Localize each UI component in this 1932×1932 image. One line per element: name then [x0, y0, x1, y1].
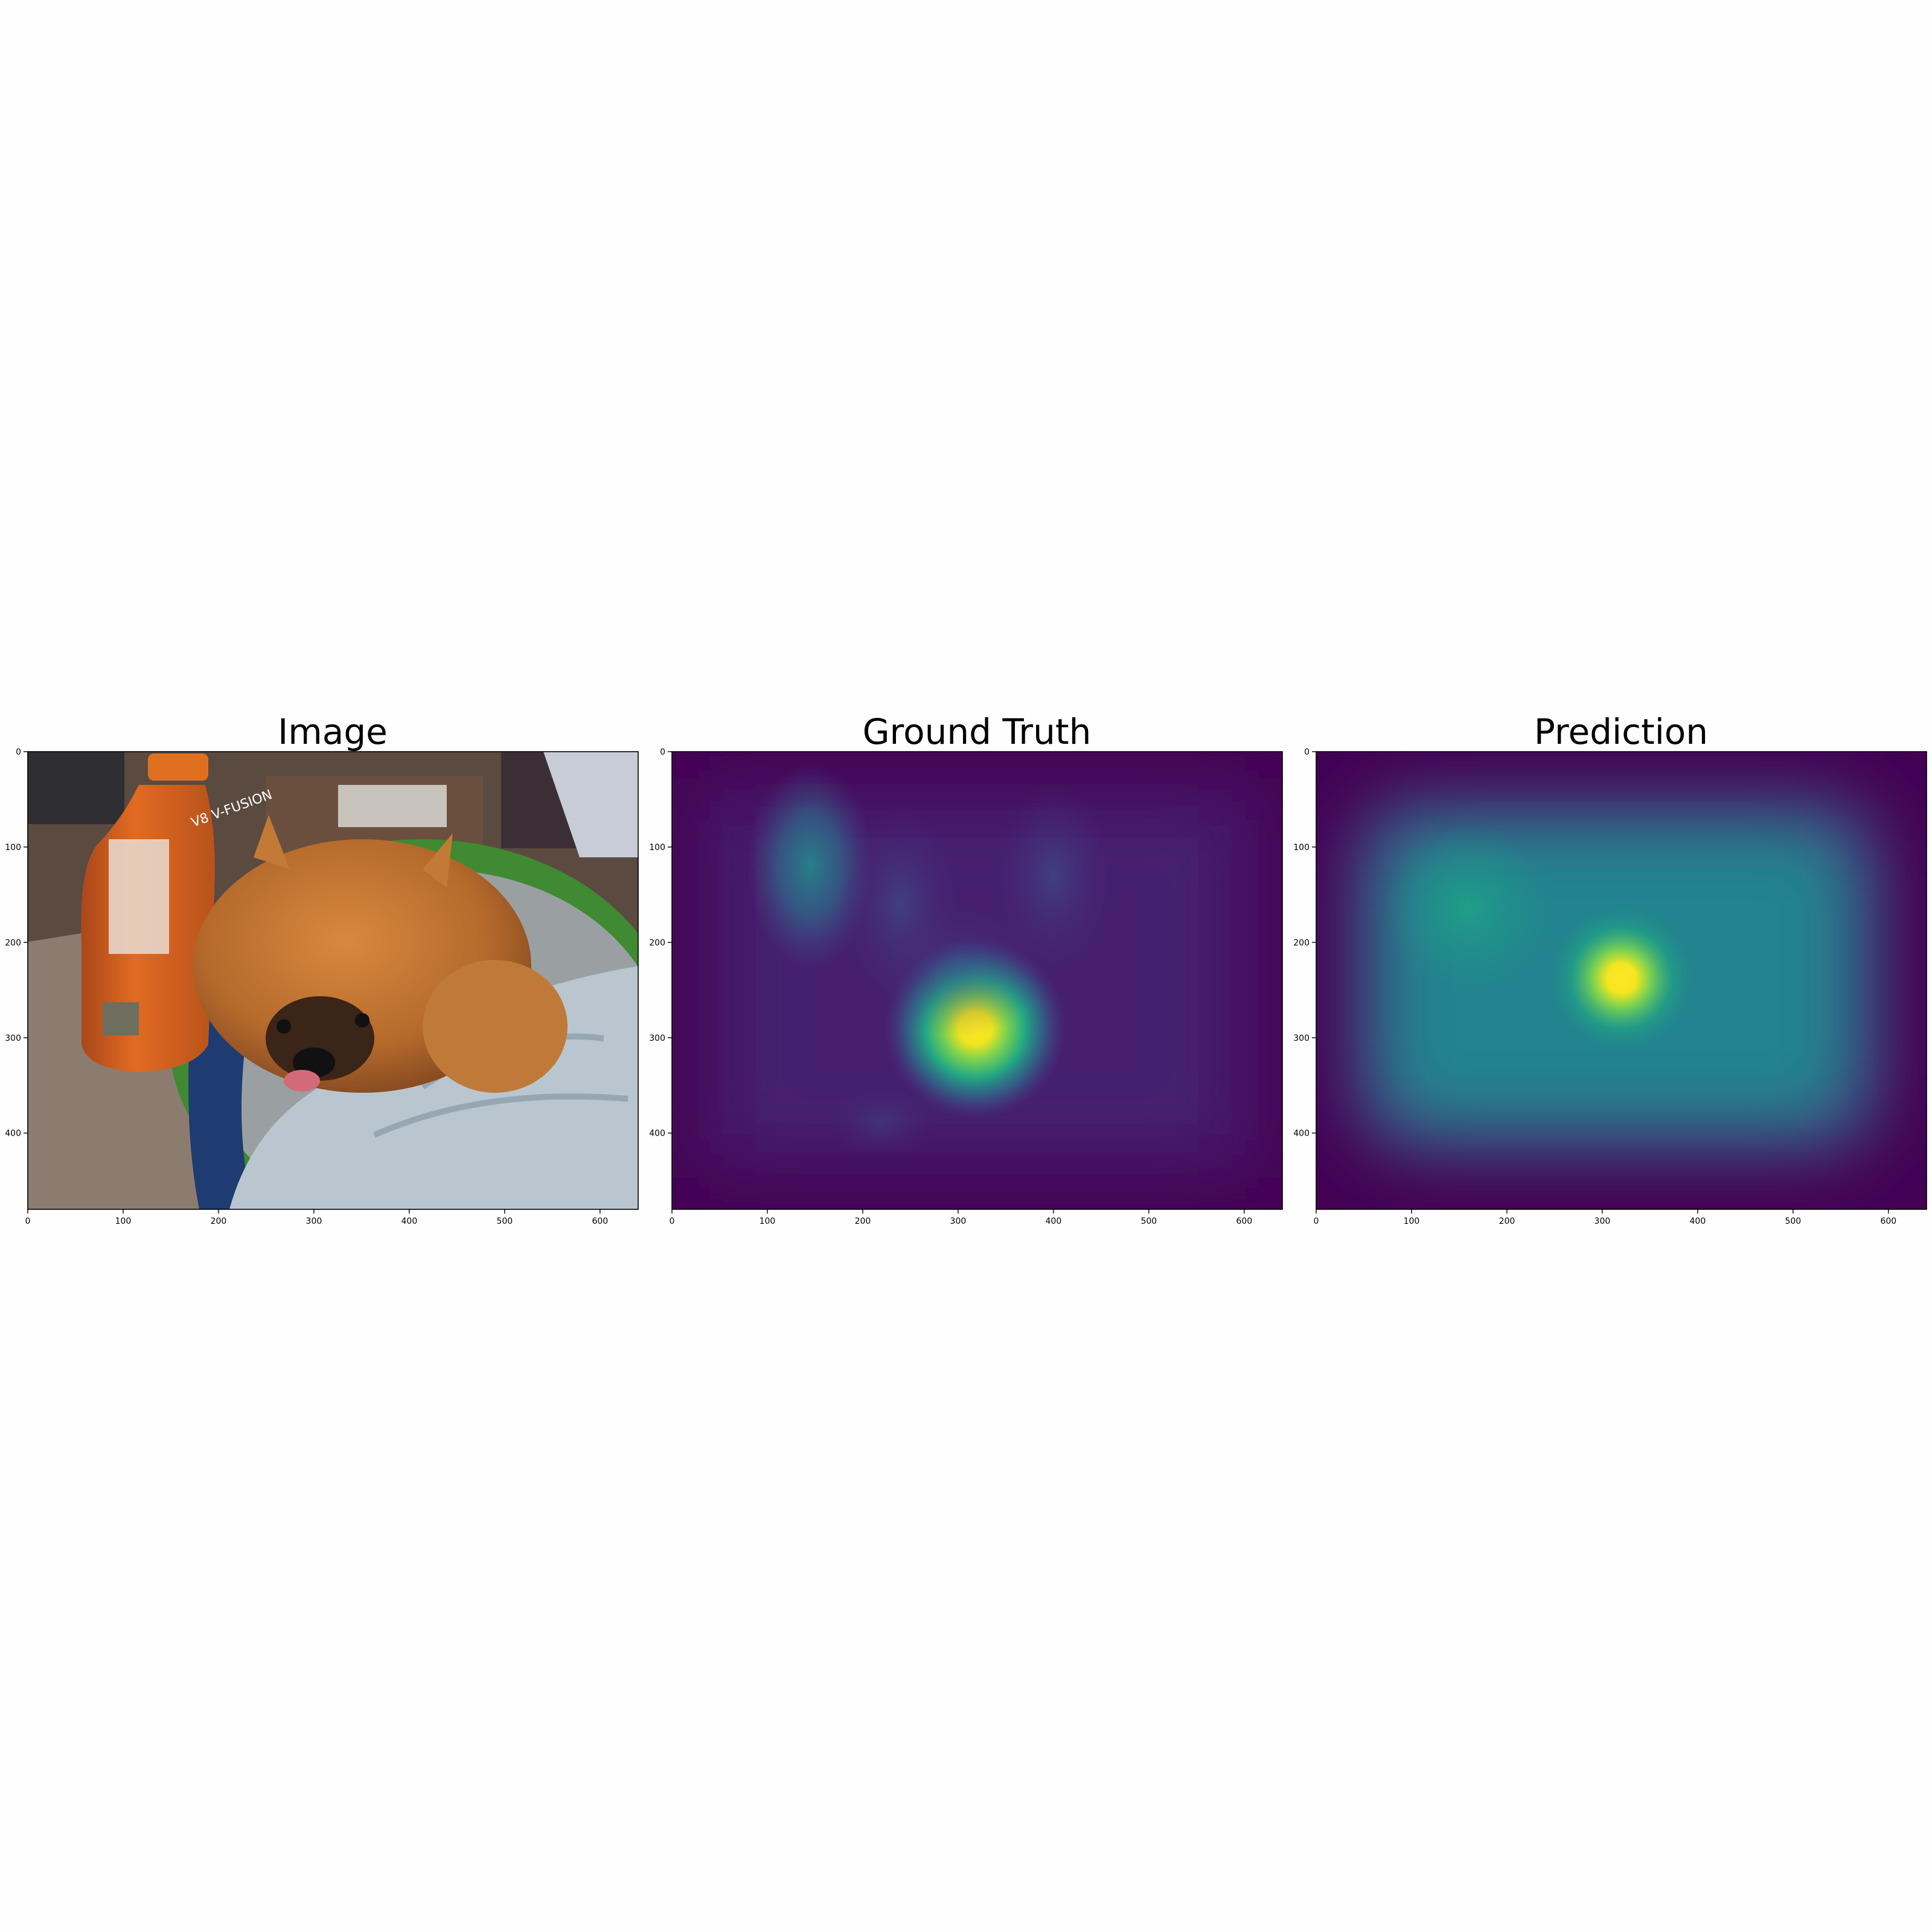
y-tick-label: 400 [5, 1129, 21, 1139]
panel-title-ground-truth: Ground Truth [863, 711, 1092, 752]
y-tick-label: 400 [649, 1129, 665, 1139]
pred-peak [1549, 906, 1694, 1051]
y-tick-label: 300 [649, 1034, 665, 1043]
x-tick-label: 300 [306, 1217, 322, 1226]
panel-prediction: Prediction 0 100 200 300 400 500 600 0 100 200 300… [1293, 711, 1927, 1226]
y-tick-label: 200 [5, 938, 21, 948]
axes-frame [1316, 751, 1927, 1210]
axes-ticks: 0 100 200 300 400 500 600 0 100 200 300 400 [649, 747, 1252, 1226]
pred-hotspots [1346, 792, 1887, 1160]
y-tick-label: 100 [1293, 843, 1310, 852]
y-tick-label: 0 [16, 747, 21, 757]
y-tick-label: 100 [649, 843, 665, 852]
panel-ground-truth: Ground Truth 0 100 200 300 400 500 600 0 100 200 3… [649, 711, 1283, 1226]
panel-image: Image [5, 711, 639, 1226]
gt-blob [995, 781, 1112, 970]
x-tick-label: 600 [1236, 1217, 1252, 1226]
x-tick-label: 0 [1314, 1217, 1319, 1226]
gt-blob [747, 764, 874, 968]
gt-faint-region [827, 1087, 936, 1160]
dog [193, 815, 568, 1093]
ground-truth-heatmap [672, 752, 1282, 1209]
x-tick-label: 500 [1140, 1217, 1157, 1226]
x-tick-label: 600 [1880, 1217, 1896, 1226]
axes-frame [671, 751, 1283, 1210]
x-tick-label: 400 [1690, 1217, 1706, 1226]
y-tick-label: 0 [1304, 747, 1310, 757]
y-tick-label: 200 [1293, 938, 1310, 948]
y-tick-label: 400 [1293, 1129, 1310, 1139]
y-tick-label: 200 [649, 938, 665, 948]
x-tick-label: 100 [1404, 1217, 1420, 1226]
x-tick-label: 100 [760, 1217, 776, 1226]
x-tick-label: 300 [950, 1217, 967, 1226]
prediction-heatmap [1316, 752, 1927, 1209]
x-tick-label: 400 [401, 1217, 418, 1226]
x-tick-label: 300 [1595, 1217, 1611, 1226]
gt-faint-region [873, 904, 1043, 1038]
x-tick-label: 500 [496, 1217, 513, 1226]
y-tick-label: 300 [1293, 1034, 1310, 1043]
x-tick-label: 200 [855, 1217, 871, 1226]
x-tick-label: 0 [670, 1217, 675, 1226]
x-tick-label: 200 [211, 1217, 227, 1226]
y-tick-label: 100 [5, 843, 21, 852]
gt-hotspots [747, 764, 1112, 1160]
x-tick-label: 400 [1046, 1217, 1062, 1226]
y-tick-label: 300 [5, 1034, 21, 1043]
panel-title-prediction: Prediction [1534, 711, 1708, 752]
x-tick-label: 500 [1785, 1217, 1801, 1226]
x-tick-label: 100 [115, 1217, 132, 1226]
photo: V8 V-FUSION [28, 752, 638, 1209]
x-tick-label: 200 [1499, 1217, 1515, 1226]
y-tick-label: 0 [660, 747, 665, 757]
pred-blob [1384, 824, 1553, 994]
x-tick-label: 600 [592, 1217, 608, 1226]
axes-ticks: 0 100 200 300 400 500 600 0 100 200 300 400 [1293, 747, 1896, 1226]
axes-ticks: 0 100 200 300 400 500 600 0 100 200 300 400 [5, 747, 608, 1226]
axes-frame [27, 751, 639, 1210]
x-tick-label: 0 [25, 1217, 31, 1226]
panel-title-image: Image [278, 711, 388, 752]
